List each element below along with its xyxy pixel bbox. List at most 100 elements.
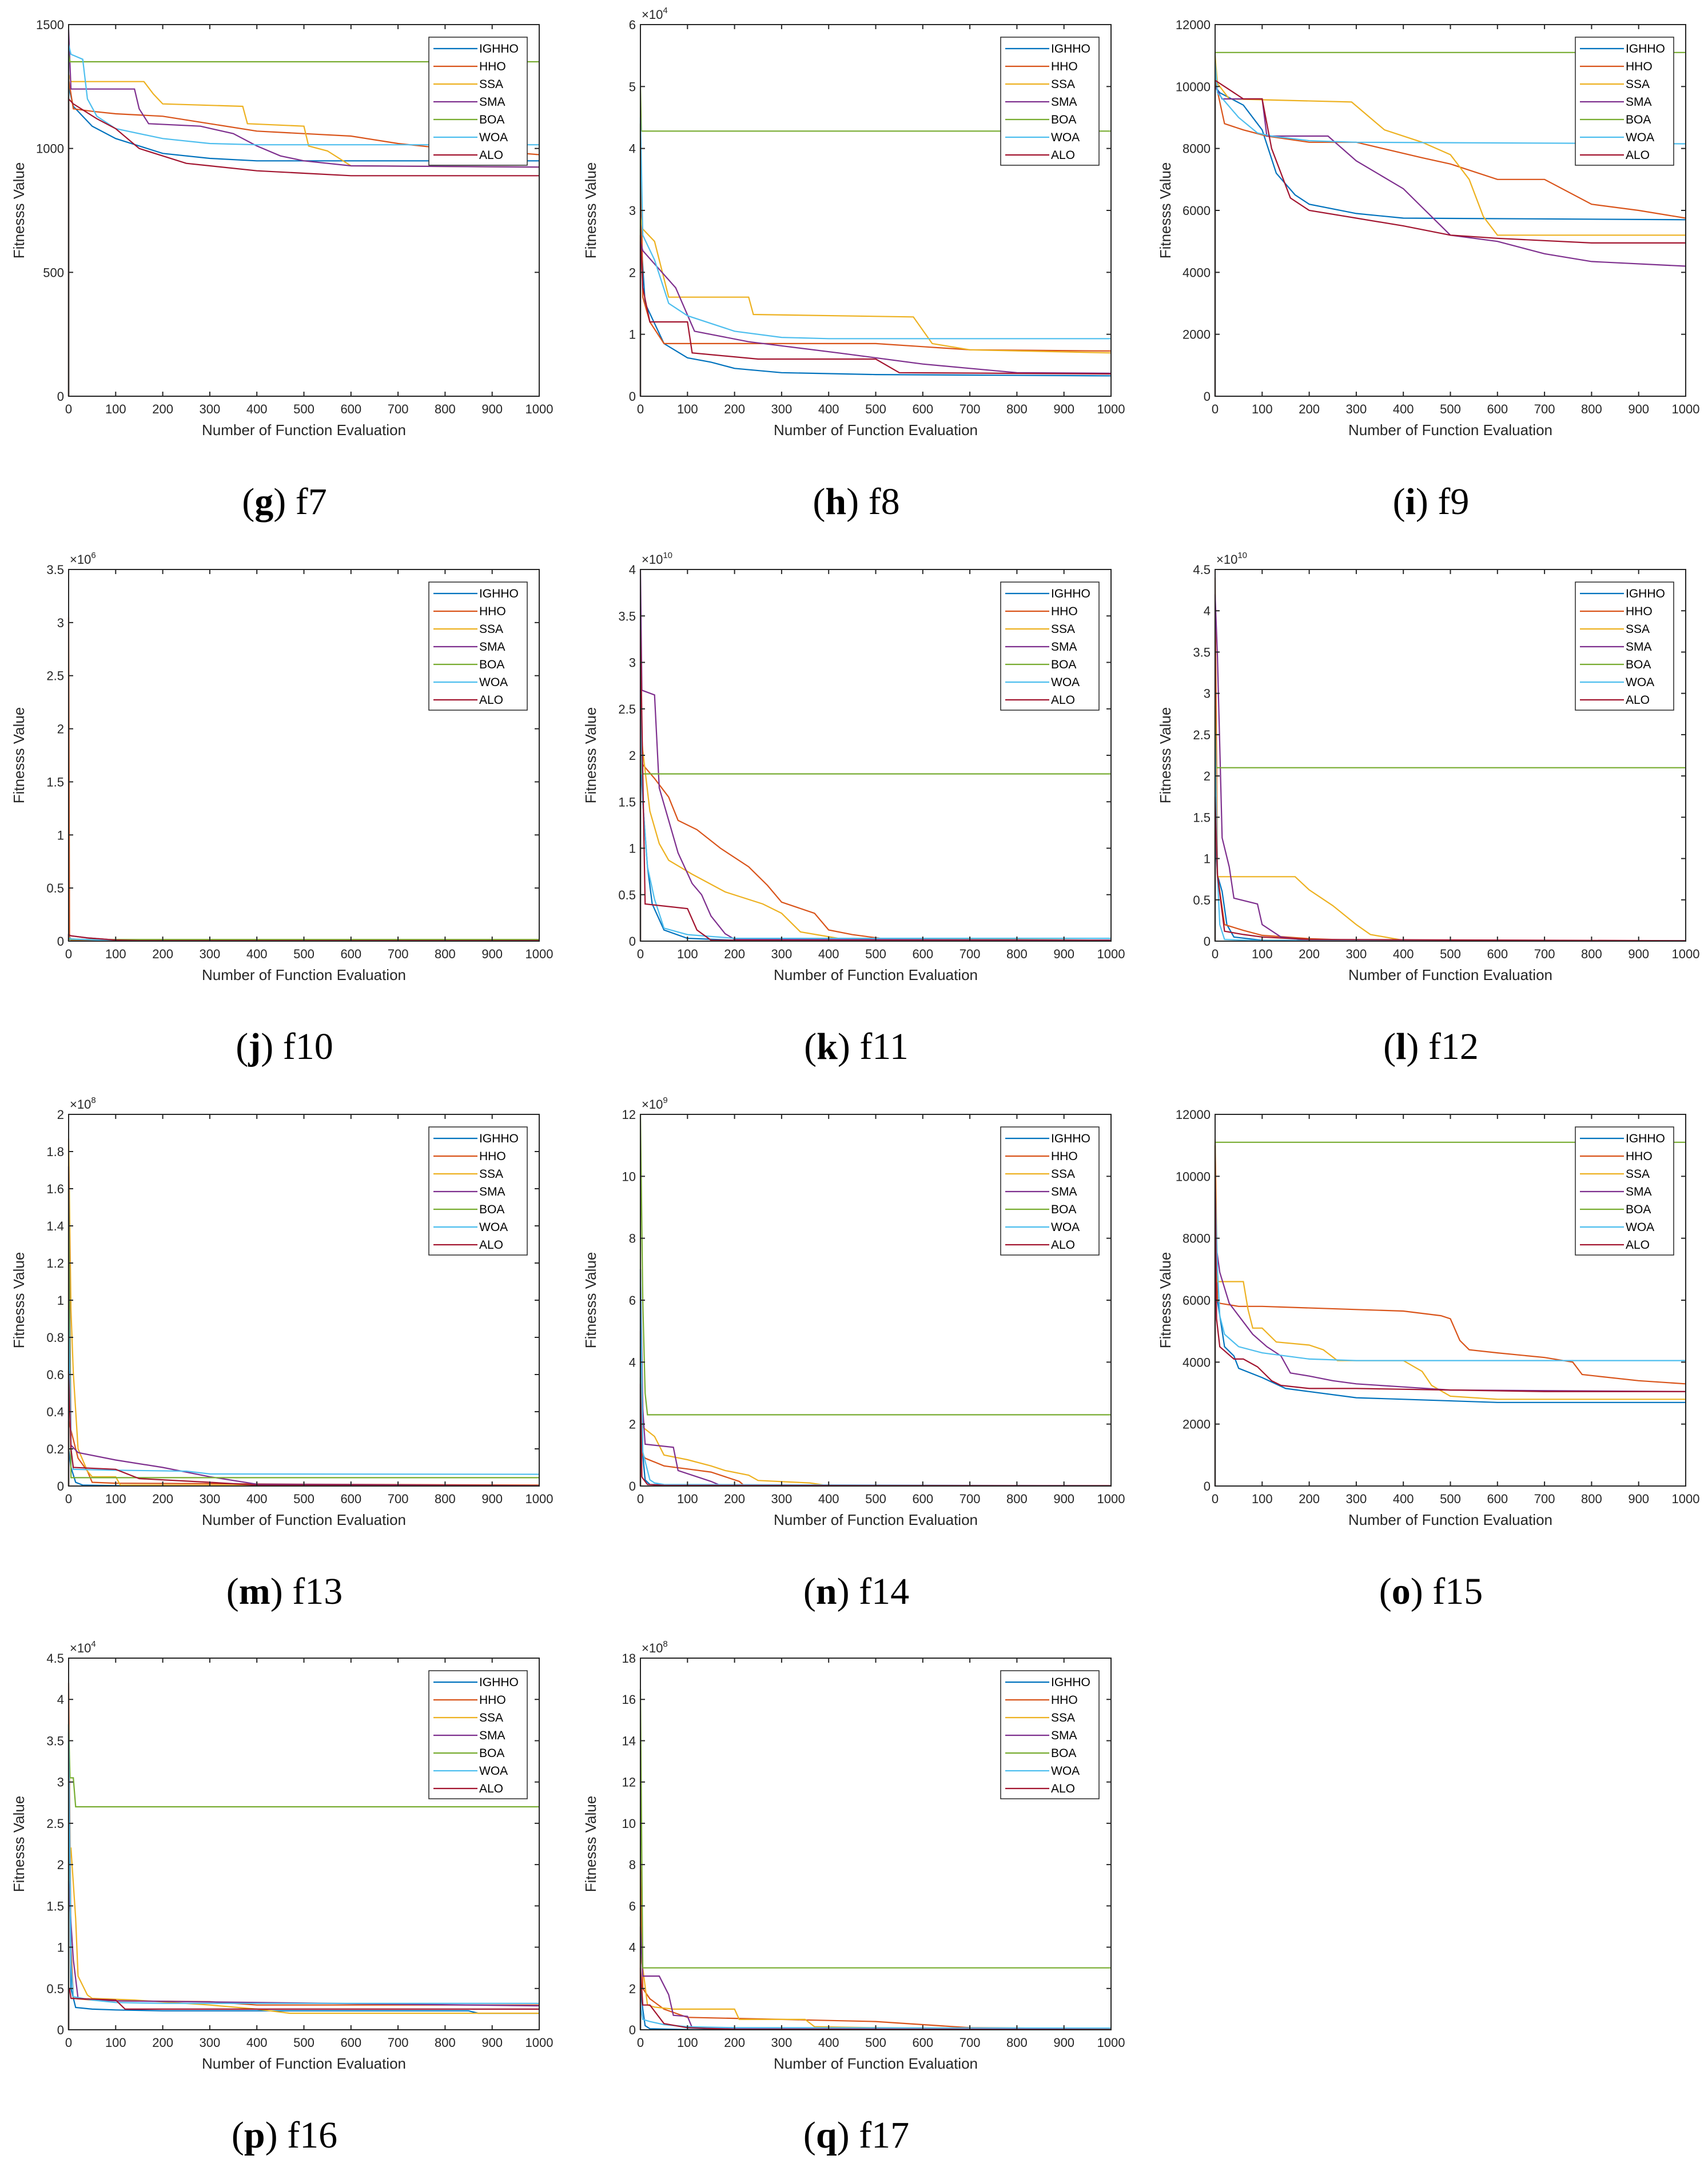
legend-label: IGHHO xyxy=(1626,42,1665,55)
legend-label: SSA xyxy=(479,1168,503,1181)
y-tick-label: 1 xyxy=(57,1293,64,1308)
y-tick-label: 2 xyxy=(629,748,636,763)
x-tick-label: 100 xyxy=(1252,1492,1273,1506)
legend-label: HHO xyxy=(1626,1150,1653,1163)
x-tick-label: 200 xyxy=(152,947,173,961)
series-line-sma xyxy=(67,1881,540,2030)
x-tick-label: 1000 xyxy=(1097,1492,1125,1506)
x-tick-label: 700 xyxy=(1534,402,1555,416)
caption-p: (p) f16 xyxy=(231,2114,338,2156)
x-tick-label: 300 xyxy=(200,947,221,961)
x-tick-label: 900 xyxy=(1053,2035,1074,2050)
legend-label: BOA xyxy=(479,1747,504,1760)
caption-func: f13 xyxy=(292,1571,343,1612)
y-tick-label: 1.8 xyxy=(46,1145,64,1159)
x-tick-label: 900 xyxy=(1053,1492,1074,1506)
legend-label: ALO xyxy=(479,149,503,162)
x-tick-label: 900 xyxy=(481,1492,503,1506)
legend: IGHHO HHO SSA SMA BOA WOA ALO xyxy=(1000,37,1100,166)
series-line-sma xyxy=(639,1269,1112,1487)
legend-label: SMA xyxy=(1051,1729,1077,1742)
y-tick-label: 1.4 xyxy=(46,1219,64,1233)
legend-label: IGHHO xyxy=(1626,587,1665,600)
y-tick-label: 0.4 xyxy=(46,1405,64,1419)
x-tick-label: 900 xyxy=(1628,402,1649,416)
series-line-sma xyxy=(67,29,540,396)
x-tick-label: 400 xyxy=(818,1492,839,1506)
caption-func: f8 xyxy=(868,481,900,523)
legend-label: WOA xyxy=(479,1764,508,1778)
y-axis-label: Fitnesss Value xyxy=(1157,1252,1174,1349)
y-tick-label: 3.5 xyxy=(618,609,636,623)
legend: IGHHO HHO SSA SMA BOA WOA ALO xyxy=(428,37,528,166)
series-line-woa xyxy=(639,117,1111,396)
series-line-woa xyxy=(639,1269,1112,1487)
axes: 0 100 200 300 400 500 600 700 800 900 1000 0 2 4 6 8 10 1… xyxy=(582,1639,1125,2072)
x-tick-label: 400 xyxy=(818,947,839,961)
x-tick-label: 800 xyxy=(1006,402,1028,416)
x-tick-label: 800 xyxy=(1006,947,1028,961)
x-tick-label: 500 xyxy=(293,947,314,961)
x-tick-label: 500 xyxy=(1440,402,1461,416)
legend-label: WOA xyxy=(1051,676,1080,689)
y-tick-label: 0.5 xyxy=(618,888,636,902)
x-tick-label: 800 xyxy=(435,402,456,416)
y-tick-label: 3 xyxy=(57,1775,64,1790)
series-line-hho xyxy=(1214,80,1686,396)
y-axis-label: Fitnesss Value xyxy=(1157,707,1174,804)
series-line-ssa xyxy=(1214,693,1686,942)
legend-label: SMA xyxy=(479,1729,505,1742)
x-tick-label: 900 xyxy=(1053,947,1074,961)
series-line-alo xyxy=(1214,79,1686,396)
legend-label: BOA xyxy=(1626,113,1651,126)
y-tick-label: 0 xyxy=(57,934,64,949)
caption-letter: p xyxy=(244,2114,265,2156)
series-line-woa xyxy=(1214,734,1686,942)
x-tick-label: 900 xyxy=(481,2035,503,2050)
caption-i: (i) f9 xyxy=(1392,481,1470,523)
y-tick-label: 12 xyxy=(622,1108,636,1122)
y-tick-label: 16 xyxy=(622,1692,636,1707)
y-tick-label: 10000 xyxy=(1176,1169,1211,1184)
axes: 0 100 200 300 400 500 600 700 800 900 1000 0 500 1000… xyxy=(10,18,553,439)
legend-label: SSA xyxy=(1626,1168,1650,1181)
legend-label: BOA xyxy=(479,1203,504,1216)
series-line-alo xyxy=(1214,796,1686,942)
legend-label: IGHHO xyxy=(1626,1132,1665,1145)
legend-label: BOA xyxy=(479,113,504,126)
x-tick-label: 1000 xyxy=(525,1492,554,1506)
y-exponent-label: ×109 xyxy=(642,1096,668,1112)
legend: IGHHO HHO SSA SMA BOA WOA ALO xyxy=(428,1126,528,1256)
series-line-woa xyxy=(1214,61,1686,396)
caption-letter: h xyxy=(825,481,847,523)
series-group xyxy=(1214,51,1686,396)
chart-q: 0 100 200 300 400 500 600 700 800 900 1000 0 2 4 6 8 10 1… xyxy=(582,1639,1125,2072)
legend-label: WOA xyxy=(1051,1764,1080,1778)
legend-label: WOA xyxy=(479,1221,508,1234)
x-tick-label: 300 xyxy=(200,2035,221,2050)
legend: IGHHO HHO SSA SMA BOA WOA ALO xyxy=(1000,1126,1100,1256)
chart-o: 0 100 200 300 400 500 600 700 800 900 100002000400… xyxy=(1157,1108,1699,1528)
y-tick-label: 1 xyxy=(57,828,64,842)
x-tick-label: 100 xyxy=(677,1492,698,1506)
x-tick-label: 0 xyxy=(65,1492,72,1506)
panel-i: 0 100 200 300 400 500 600 700 800 900 1000 0 2000 400… xyxy=(1146,0,1708,537)
y-tick-label: 0.6 xyxy=(46,1368,64,1382)
y-exponent-label: ×1010 xyxy=(642,551,672,567)
legend-label: BOA xyxy=(1051,658,1076,671)
y-exponent-label: ×1010 xyxy=(1216,551,1247,567)
x-tick-label: 200 xyxy=(152,2035,173,2050)
y-tick-label: 3.5 xyxy=(46,563,64,577)
series-line-ssa xyxy=(639,1347,1111,1487)
series-line-ighho xyxy=(67,1448,539,1487)
x-tick-label: 800 xyxy=(1006,1492,1028,1506)
x-tick-label: 100 xyxy=(1252,402,1273,416)
y-axis-label: Fitnesss Value xyxy=(10,707,27,804)
legend: IGHHO HHO SSA SMA BOA WOA ALO xyxy=(1000,1670,1100,1799)
x-tick-label: 600 xyxy=(340,2035,361,2050)
x-tick-label: 700 xyxy=(1534,1492,1555,1506)
series-line-hho xyxy=(639,1860,1112,2030)
x-tick-label: 1000 xyxy=(525,2035,554,2050)
caption-func: f10 xyxy=(282,1026,333,1067)
x-tick-label: 500 xyxy=(865,1492,886,1506)
